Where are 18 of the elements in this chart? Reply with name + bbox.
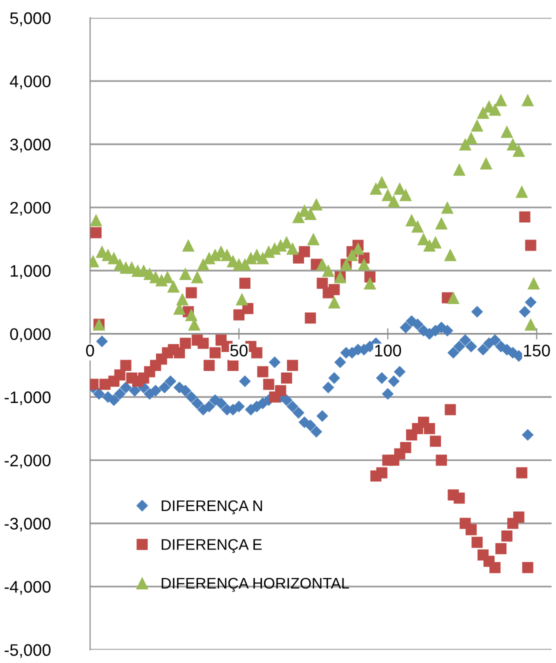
legend-label: DIFERENÇA E [162, 539, 262, 554]
y-tick-label: 0,000 [10, 328, 51, 342]
y-tick-label: 1,000 [10, 265, 51, 279]
y-tick-label: 5,000 [10, 12, 51, 26]
y-tick-label: -5,000 [4, 644, 51, 658]
legend-label: DIFERENÇA HORIZONTAL [162, 578, 350, 592]
y-tick-label: -4,000 [4, 580, 51, 595]
x-tick-label: 150 [524, 344, 550, 356]
x-tick-label: 50 [230, 344, 248, 356]
x-tick-label: 100 [375, 344, 402, 356]
y-tick-label: 4,000 [10, 75, 51, 90]
y-tick-label: -2,000 [4, 454, 51, 468]
y-tick-label: -1,000 [4, 391, 51, 406]
legend-label: DIFERENÇA N [162, 500, 262, 514]
x-tick-label: 0 [86, 344, 94, 356]
y-tick-label: 3,000 [10, 138, 51, 152]
y-tick-label: -3,000 [4, 518, 51, 532]
y-tick-label: 2,000 [10, 202, 51, 216]
